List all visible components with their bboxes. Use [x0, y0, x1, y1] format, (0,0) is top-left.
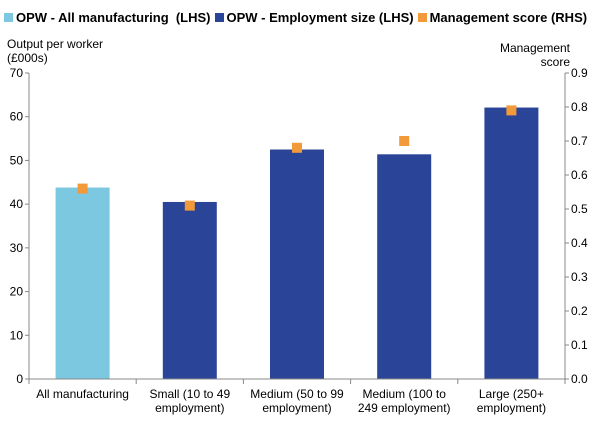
left-tick-label-1: 10	[10, 328, 24, 342]
left-tick-label-3: 30	[10, 241, 24, 255]
right-axis-title-line-2: score	[540, 55, 570, 69]
right-tick-label-7: 0.7	[571, 134, 588, 148]
chart-legend: OPW - All manufacturing (LHS) OPW - Empl…	[4, 10, 587, 25]
right-tick-label-1: 0.1	[571, 338, 588, 352]
x-tick-label-4-line-0: Large (250+	[479, 387, 544, 401]
x-tick-label-1-line-0: Small (10 to 49	[149, 387, 230, 401]
marker-2-3	[399, 136, 410, 146]
legend-label-employment-size: OPW - Employment size (LHS)	[226, 10, 414, 25]
right-tick-label-4: 0.4	[571, 236, 588, 250]
left-tick-label-4: 40	[10, 197, 24, 211]
legend-item-management-score: Management score (RHS)	[417, 10, 588, 25]
marker-2-0	[77, 183, 88, 194]
x-tick-label-2-line-1: employment)	[262, 401, 331, 415]
bar-1-1	[162, 201, 217, 379]
right-tick-label-0: 0.0	[571, 372, 588, 386]
left-tick-label-5: 50	[10, 153, 24, 167]
x-tick-label-3: Medium (100 to 249 employment)	[358, 387, 451, 415]
bar-1-3	[377, 154, 432, 379]
left-axis-title-line-2: (£000s)	[7, 51, 48, 65]
right-tick-label-6: 0.6	[571, 168, 588, 182]
bar-1-2	[270, 149, 324, 379]
x-tick-label-1: Small (10 to 49 employment)	[149, 387, 230, 415]
left-tick-label-0: 0	[16, 372, 23, 386]
bar-0-0	[55, 187, 110, 379]
x-tick-label-3-line-0: Medium (100 to	[363, 387, 447, 401]
x-tick-label-0: All manufacturing	[36, 387, 129, 401]
x-tick-label-1-line-1: employment)	[155, 401, 224, 415]
right-tick-label-8: 0.8	[571, 100, 588, 114]
legend-swatch-employment-size	[214, 13, 224, 22]
marker-2-2	[292, 142, 302, 153]
right-tick-label-3: 0.3	[571, 270, 588, 284]
left-tick-label-2: 20	[10, 285, 24, 299]
x-tick-label-4-line-1: employment)	[477, 401, 546, 415]
x-tick-label-4: Large (250+ employment)	[477, 387, 546, 415]
x-tick-label-3-line-1: 249 employment)	[358, 401, 451, 415]
legend-swatch-management-score	[417, 13, 427, 22]
right-axis-title: Management score	[500, 41, 570, 69]
right-tick-label-5: 0.5	[571, 202, 588, 216]
left-tick-label-7: 70	[10, 66, 24, 80]
legend-item-employment-size: OPW - Employment size (LHS)	[214, 10, 414, 25]
legend-label-management-score: Management score (RHS)	[429, 10, 588, 25]
right-tick-label-2: 0.2	[571, 304, 588, 318]
marker-2-1	[184, 200, 195, 211]
legend-label-all-manufacturing: OPW - All manufacturing (LHS)	[16, 10, 211, 25]
left-axis-title: Output per worker (£000s)	[7, 37, 103, 65]
right-axis-title-line-1: Management	[499, 41, 570, 55]
marker-2-4	[506, 105, 517, 116]
x-tick-label-0-line-0: All manufacturing	[36, 387, 129, 401]
legend-swatch-all-manufacturing	[4, 13, 13, 22]
legend-item-all-manufacturing: OPW - All manufacturing (LHS)	[4, 10, 211, 25]
left-tick-label-6: 60	[10, 110, 24, 124]
left-axis-title-line-1: Output per worker	[7, 37, 104, 51]
right-tick-label-9: 0.9	[571, 66, 588, 80]
x-tick-label-2-line-0: Medium (50 to 99	[250, 387, 344, 401]
bar-1-4	[484, 107, 539, 379]
x-tick-label-2: Medium (50 to 99 employment)	[250, 387, 344, 415]
